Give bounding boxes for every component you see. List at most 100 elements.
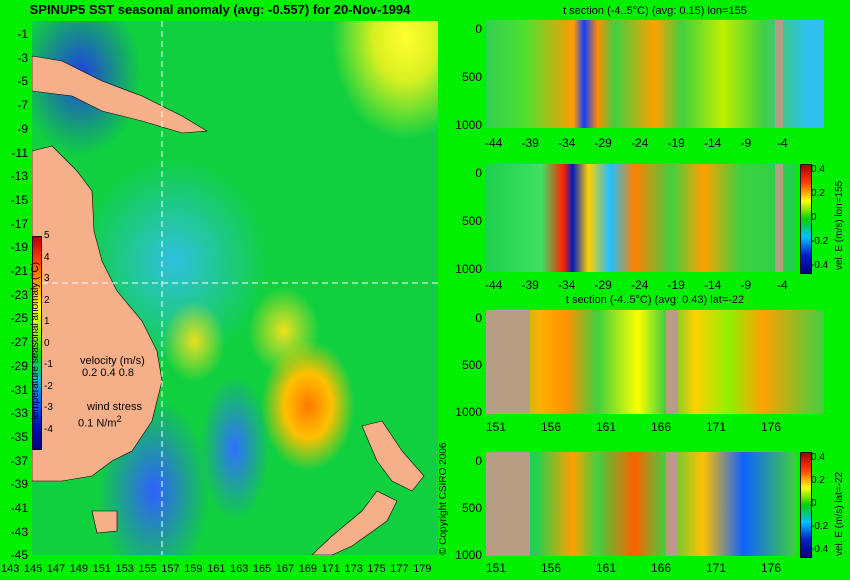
map-lat-tick: -13 bbox=[10, 169, 28, 184]
panel4-colorbar-tick: 0.4 bbox=[811, 452, 825, 463]
panel2-x-tick: -19 bbox=[667, 278, 685, 292]
panel1-x-tick: -19 bbox=[667, 136, 685, 150]
panel1-land bbox=[775, 20, 783, 128]
map-lon-tick: 151 bbox=[92, 563, 111, 575]
panel1-x-tick: -4 bbox=[777, 136, 788, 150]
panel2-y-tick: 1000 bbox=[455, 262, 482, 276]
velocity-legend-values: 0.2 0.4 0.8 bbox=[82, 367, 134, 379]
panel4-y-tick: 0 bbox=[475, 454, 482, 468]
panel2-colorbar-tick: -0.2 bbox=[811, 236, 829, 247]
panel4-colorbar-label: vel. E (m/s) lat=-22 bbox=[834, 471, 845, 556]
panel4-land bbox=[486, 452, 530, 556]
map-colorbar-tick: 1 bbox=[44, 316, 50, 327]
sst-anomaly-map: velocity (m/s) 0.2 0.4 0.8 wind stress 0… bbox=[32, 21, 438, 555]
map-lat-tick: -41 bbox=[10, 501, 28, 515]
panel1-title: t section (-4..5°C) (avg: 0.15) lon=155 bbox=[563, 5, 747, 17]
panel2-colorbar-tick: -0.4 bbox=[811, 260, 829, 271]
australia-land bbox=[32, 145, 163, 482]
panel2-colorbar-tick: 0 bbox=[811, 212, 817, 223]
map-lat-tick: -3 bbox=[17, 50, 28, 65]
map-lon-tick: 171 bbox=[321, 563, 340, 575]
panel3-land bbox=[486, 310, 530, 414]
panel4-x-tick: 156 bbox=[541, 561, 562, 575]
map-lat-tick: -17 bbox=[10, 216, 28, 231]
panel1-x-tick: -39 bbox=[521, 136, 539, 150]
panel2-x-tick: -29 bbox=[594, 278, 612, 292]
map-lat-tick: -33 bbox=[10, 406, 28, 421]
map-lat-tick: -7 bbox=[17, 98, 28, 113]
map-lon-tick: 179 bbox=[413, 563, 432, 575]
panel3-y-tick: 1000 bbox=[455, 405, 482, 419]
panel4-y-tick: 500 bbox=[461, 501, 482, 515]
panel3-title: t section (-4..5°C) (avg: 0.43) lat=-22 bbox=[565, 294, 745, 306]
panel3-section bbox=[486, 310, 824, 414]
panel4-colorbar-tick: -0.2 bbox=[811, 521, 829, 532]
map-colorbar-tick: -2 bbox=[44, 380, 53, 392]
map-colorbar-label: temperature seasonal anomaly (°C) bbox=[30, 262, 41, 420]
map-lon-tick: 153 bbox=[115, 563, 134, 575]
map-lon-tick: 163 bbox=[230, 563, 249, 575]
tasmania-land bbox=[91, 510, 118, 534]
panel1-x-tick: -29 bbox=[594, 136, 612, 150]
map-lon-tick: 143 bbox=[1, 563, 20, 575]
map-lat-tick: -1 bbox=[17, 27, 28, 41]
panel2-x-tick: -24 bbox=[631, 278, 649, 292]
map-lat-tick: -31 bbox=[10, 382, 28, 397]
map-lat-tick: -37 bbox=[10, 453, 28, 468]
panel2-x-tick: -9 bbox=[740, 278, 752, 292]
panel1-x-tick: -24 bbox=[631, 136, 649, 150]
panel4-x-tick: 166 bbox=[651, 561, 672, 575]
map-lon-tick: 167 bbox=[275, 563, 295, 575]
map-lat-tick: -9 bbox=[17, 121, 28, 136]
panel2-x-tick: -34 bbox=[558, 278, 576, 292]
panel4-x-tick: 151 bbox=[486, 561, 507, 575]
panel2-x-tick: -44 bbox=[485, 278, 503, 292]
panel1-x-tick: -34 bbox=[558, 136, 576, 150]
map-colorbar-tick: -4 bbox=[44, 423, 53, 435]
panel2-colorbar-label: vel. E (m/s) lon=155 bbox=[834, 180, 845, 270]
panel2-y-tick: 500 bbox=[461, 214, 482, 228]
panel3-x-tick: 156 bbox=[541, 420, 562, 434]
panel2-x-tick: -4 bbox=[777, 278, 788, 292]
map-lat-tick: -45 bbox=[10, 548, 28, 563]
panel4-colorbar-tick: 0.2 bbox=[811, 475, 825, 486]
panel3-x-tick: 176 bbox=[761, 420, 782, 434]
panel2-colorbar bbox=[800, 164, 812, 274]
map-lon-tick: 175 bbox=[367, 563, 386, 575]
map-colorbar-tick: 4 bbox=[44, 251, 50, 263]
figure-title: SPINUP5 SST seasonal anomaly (avg: -0.55… bbox=[29, 2, 411, 17]
map-lon-tick: 149 bbox=[69, 563, 89, 575]
panel2-colorbar-tick: 0.4 bbox=[811, 164, 825, 175]
wind-legend-label: wind stress bbox=[87, 401, 143, 413]
panel4-colorbar-tick: 0 bbox=[811, 498, 817, 509]
map-lon-tick: 145 bbox=[23, 563, 43, 575]
panel4-gap bbox=[666, 452, 678, 556]
map-lon-tick: 165 bbox=[252, 563, 272, 575]
map-lon-tick: 169 bbox=[298, 563, 318, 575]
map-lat-tick: -21 bbox=[10, 264, 28, 278]
panel4-x-tick: 161 bbox=[596, 561, 617, 575]
panel1-x-tick: -14 bbox=[704, 136, 722, 150]
panel3-gap bbox=[666, 310, 678, 414]
map-lon-tick: 155 bbox=[138, 563, 157, 575]
panel1-x-tick: -44 bbox=[485, 136, 503, 150]
map-lon-tick: 173 bbox=[344, 563, 363, 575]
panel4-section bbox=[486, 452, 796, 556]
panel2-colorbar-tick: 0.2 bbox=[811, 188, 825, 199]
map-colorbar-tick: 5 bbox=[44, 230, 50, 241]
panel3-y-tick: 0 bbox=[475, 311, 482, 325]
wind-legend-value: 0.1 N/m2 bbox=[78, 414, 122, 430]
panel4-y-tick: 1000 bbox=[455, 548, 482, 562]
panel3-x-tick: 171 bbox=[706, 420, 727, 434]
map-lon-tick: 159 bbox=[184, 563, 203, 575]
map-lat-tick: -27 bbox=[10, 335, 28, 350]
map-colorbar-tick: 2 bbox=[44, 294, 50, 306]
map-lat-tick: -19 bbox=[10, 240, 28, 255]
panel1-section bbox=[486, 20, 824, 128]
panel3-y-tick: 500 bbox=[461, 358, 482, 372]
panel3-x-tick: 166 bbox=[651, 420, 672, 434]
panel2-land bbox=[775, 164, 783, 272]
velocity-legend-label: velocity (m/s) bbox=[80, 355, 145, 367]
panel1-x-tick: -9 bbox=[740, 136, 752, 150]
map-colorbar-tick: 0 bbox=[44, 337, 50, 349]
